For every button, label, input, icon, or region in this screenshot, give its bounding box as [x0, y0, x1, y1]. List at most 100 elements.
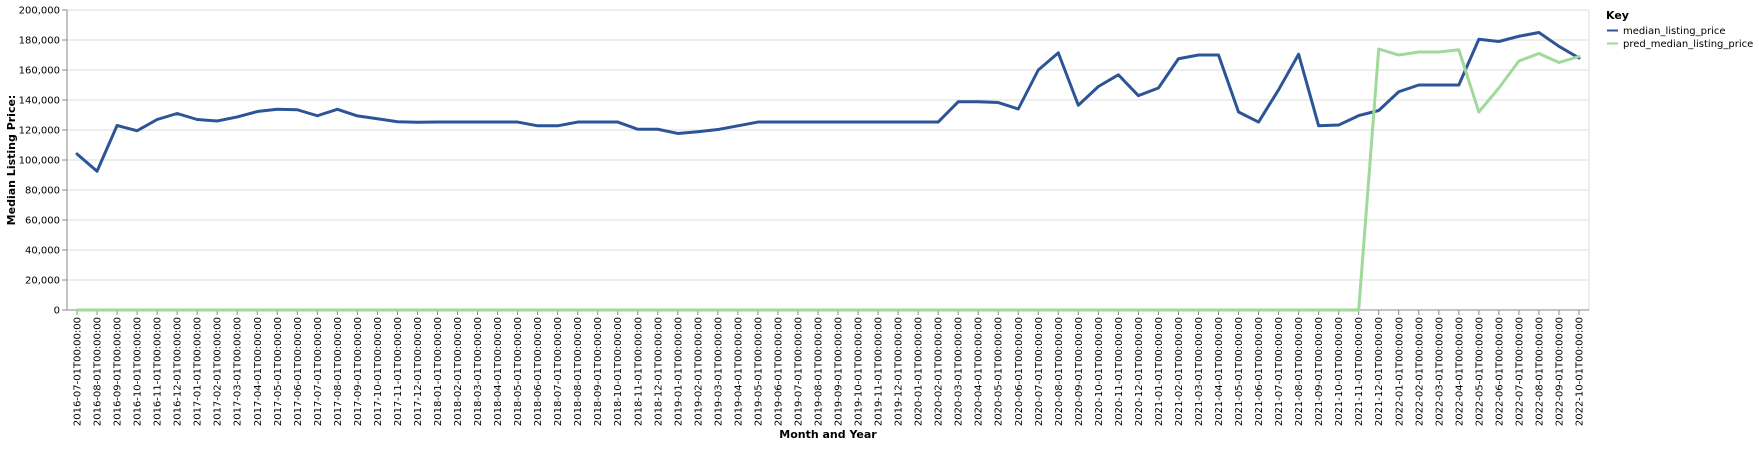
x-tick-label: 2019-02-01T00:00:00	[693, 317, 704, 426]
y-tick-label: 180,000	[19, 36, 60, 47]
x-tick-label: 2021-10-01T00:00:00	[1334, 317, 1345, 426]
x-tick-label: 2021-12-01T00:00:00	[1374, 317, 1385, 426]
x-tick-label: 2017-07-01T00:00:00	[313, 317, 324, 426]
x-tick-label: 2020-10-01T00:00:00	[1094, 317, 1105, 426]
x-tick-label: 2020-12-01T00:00:00	[1134, 317, 1145, 426]
x-tick-label: 2017-11-01T00:00:00	[393, 317, 404, 426]
x-tick-label: 2021-06-01T00:00:00	[1254, 317, 1265, 426]
x-tick-label: 2020-05-01T00:00:00	[994, 317, 1005, 426]
x-tick-label: 2021-07-01T00:00:00	[1274, 317, 1285, 426]
x-tick-label: 2017-01-01T00:00:00	[193, 317, 204, 426]
x-tick-label: 2016-08-01T00:00:00	[93, 317, 104, 426]
x-tick-label: 2019-09-01T00:00:00	[834, 317, 845, 426]
x-tick-label: 2022-08-01T00:00:00	[1534, 317, 1545, 426]
x-tick-label: 2018-05-01T00:00:00	[513, 317, 524, 426]
x-axis: 2016-07-01T00:00:00 2016-08-01T00:00:00 20…	[67, 309, 1589, 426]
y-tick-label: 80,000	[25, 186, 60, 197]
x-tick-label: 2018-03-01T00:00:00	[473, 317, 484, 426]
x-tick-label: 2017-12-01T00:00:00	[413, 317, 424, 426]
x-tick-label: 2020-04-01T00:00:00	[974, 317, 985, 426]
x-tick-label: 2018-02-01T00:00:00	[453, 317, 464, 426]
x-tick-label: 2016-12-01T00:00:00	[173, 317, 184, 426]
x-tick-label: 2019-07-01T00:00:00	[793, 317, 804, 426]
y-tick-label: 40,000	[25, 246, 60, 257]
x-tick-label: 2021-09-01T00:00:00	[1314, 317, 1325, 426]
x-tick-label: 2019-04-01T00:00:00	[733, 317, 744, 426]
x-tick-label: 2020-02-01T00:00:00	[934, 317, 945, 426]
x-tick-label: 2022-07-01T00:00:00	[1514, 317, 1525, 426]
x-tick-label: 2019-01-01T00:00:00	[673, 317, 684, 426]
y-tick-label: 120,000	[19, 126, 60, 137]
x-tick-label: 2019-10-01T00:00:00	[854, 317, 865, 426]
x-tick-label: 2017-10-01T00:00:00	[373, 317, 384, 426]
x-tick-label: 2019-11-01T00:00:00	[874, 317, 885, 426]
x-tick-label: 2021-02-01T00:00:00	[1174, 317, 1185, 426]
x-tick-label: 2018-01-01T00:00:00	[433, 317, 444, 426]
x-tick-label: 2018-06-01T00:00:00	[533, 317, 544, 426]
x-tick-label: 2016-10-01T00:00:00	[133, 317, 144, 426]
x-tick-label: 2018-12-01T00:00:00	[653, 317, 664, 426]
x-tick-label: 2021-03-01T00:00:00	[1194, 317, 1205, 426]
x-tick-label: 2017-02-01T00:00:00	[213, 317, 224, 426]
y-axis: 0 20,000 40,000 60,000 80,000 100,000 120,000 1…	[19, 6, 68, 317]
y-tick-label: 160,000	[19, 66, 60, 77]
x-tick-label: 2019-03-01T00:00:00	[713, 317, 724, 426]
y-tick-label: 140,000	[19, 96, 60, 107]
legend: Key median_listing_price pred_median_list…	[1606, 9, 1753, 50]
x-tick-label: 2022-01-01T00:00:00	[1394, 317, 1405, 426]
x-tick-label: 2017-03-01T00:00:00	[233, 317, 244, 426]
x-tick-label: 2019-05-01T00:00:00	[753, 317, 764, 426]
x-tick-label: 2017-09-01T00:00:00	[353, 317, 364, 426]
x-tick-label: 2022-06-01T00:00:00	[1494, 317, 1505, 426]
x-tick-label: 2020-07-01T00:00:00	[1034, 317, 1045, 426]
x-tick-label: 2021-04-01T00:00:00	[1214, 317, 1225, 426]
y-axis-title: Median Listing Price:	[5, 95, 18, 226]
y-tick-label: 0	[54, 306, 60, 317]
x-tick-label: 2018-07-01T00:00:00	[553, 317, 564, 426]
x-tick-label: 2020-03-01T00:00:00	[954, 317, 965, 426]
y-tick-label: 20,000	[25, 276, 60, 287]
x-tick-label: 2018-11-01T00:00:00	[633, 317, 644, 426]
x-axis-title: Month and Year	[779, 428, 877, 441]
x-tick-label: 2021-01-01T00:00:00	[1154, 317, 1165, 426]
x-tick-label: 2019-06-01T00:00:00	[773, 317, 784, 426]
x-tick-label: 2022-10-01T00:00:00	[1574, 317, 1585, 426]
x-tick-label: 2022-04-01T00:00:00	[1454, 317, 1465, 426]
x-tick-label: 2017-08-01T00:00:00	[333, 317, 344, 426]
x-tick-label: 2022-05-01T00:00:00	[1474, 317, 1485, 426]
x-tick-label: 2017-05-01T00:00:00	[273, 317, 284, 426]
legend-label: pred_median_listing_price	[1623, 39, 1753, 50]
x-tick-label: 2020-01-01T00:00:00	[914, 317, 925, 426]
series-line-pred-median-listing-price	[75, 47, 1581, 312]
x-tick-label: 2017-04-01T00:00:00	[253, 317, 264, 426]
x-tick-label: 2021-05-01T00:00:00	[1234, 317, 1245, 426]
y-tick-label: 100,000	[19, 156, 60, 167]
x-tick-label: 2018-10-01T00:00:00	[613, 317, 624, 426]
x-tick-label: 2019-12-01T00:00:00	[894, 317, 905, 426]
x-tick-label: 2021-08-01T00:00:00	[1294, 317, 1305, 426]
x-tick-label: 2016-07-01T00:00:00	[73, 317, 84, 426]
x-tick-label: 2022-03-01T00:00:00	[1434, 317, 1445, 426]
x-tick-label: 2021-11-01T00:00:00	[1354, 317, 1365, 426]
x-tick-label: 2019-08-01T00:00:00	[813, 317, 824, 426]
x-tick-label: 2020-08-01T00:00:00	[1054, 317, 1065, 426]
legend-label: median_listing_price	[1623, 26, 1726, 37]
x-tick-label: 2020-06-01T00:00:00	[1014, 317, 1025, 426]
y-tick-label: 60,000	[25, 216, 60, 227]
x-tick-label: 2017-06-01T00:00:00	[293, 317, 304, 426]
x-tick-label: 2020-11-01T00:00:00	[1114, 317, 1125, 426]
x-tick-label: 2022-09-01T00:00:00	[1554, 317, 1565, 426]
x-tick-label: 2020-09-01T00:00:00	[1074, 317, 1085, 426]
x-tick-label: 2018-08-01T00:00:00	[573, 317, 584, 426]
series-line-median-listing-price	[75, 31, 1581, 173]
series-layer	[75, 31, 1581, 312]
x-tick-label: 2022-02-01T00:00:00	[1414, 317, 1425, 426]
x-tick-label: 2016-11-01T00:00:00	[153, 317, 164, 426]
legend-title: Key	[1606, 9, 1629, 22]
x-tick-label: 2016-09-01T00:00:00	[113, 317, 124, 426]
y-tick-label: 200,000	[19, 6, 60, 17]
x-tick-label: 2018-04-01T00:00:00	[493, 317, 504, 426]
x-tick-label: 2018-09-01T00:00:00	[593, 317, 604, 426]
